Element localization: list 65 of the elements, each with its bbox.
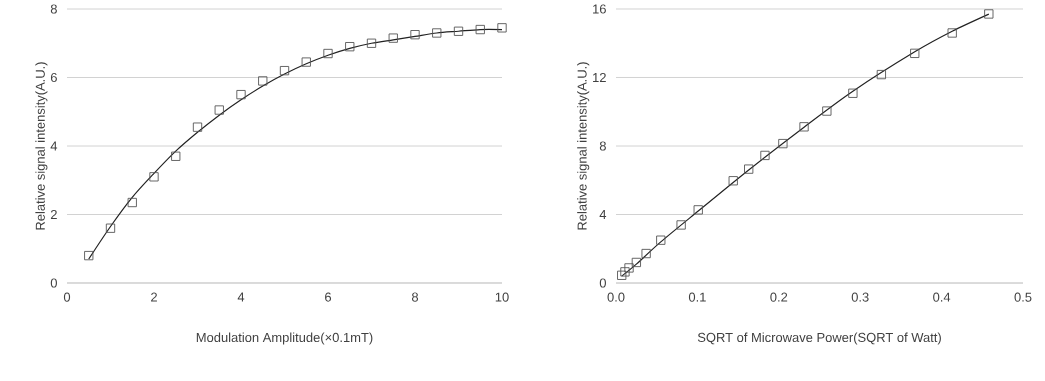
x-tick-label: 0.5 <box>1014 292 1032 302</box>
x-tick-label: 0.0 <box>607 292 625 302</box>
point <box>366 38 377 48</box>
point <box>744 164 754 174</box>
x-tick-label: 8 <box>411 292 419 302</box>
x-axis-title: SQRT of Microwave Power(SQRT of Watt) <box>697 332 941 345</box>
x-tick-label: 0 <box>63 292 71 302</box>
point <box>848 88 858 98</box>
y-axis-title: Relative signal intensity(A.U.) <box>577 62 590 230</box>
line-series <box>621 13 990 277</box>
x-tick-label: 10 <box>495 292 509 302</box>
point <box>475 24 485 35</box>
y-tick-label: 8 <box>50 4 57 14</box>
y-axis-title: Relative signal intensity(A.U.) <box>35 62 48 230</box>
x-tick-label: 4 <box>237 292 245 302</box>
y-tick-label: 8 <box>599 141 606 151</box>
point <box>656 235 666 245</box>
point <box>279 66 290 76</box>
point <box>760 150 770 161</box>
point <box>984 9 994 19</box>
point <box>105 223 116 233</box>
y-tick-label: 0 <box>50 278 57 288</box>
y-tick-label: 6 <box>50 72 57 83</box>
point <box>214 105 224 115</box>
x-tick-label: 0.4 <box>933 292 951 302</box>
point <box>631 257 641 268</box>
point <box>258 76 268 86</box>
point <box>778 138 788 149</box>
point <box>453 26 464 36</box>
line-series <box>88 28 503 260</box>
x-tick-label: 0.1 <box>688 292 706 302</box>
point <box>323 48 333 59</box>
point <box>876 69 887 80</box>
point <box>192 122 203 132</box>
y-tick-label: 4 <box>599 210 607 219</box>
x-tick-label: 6 <box>325 292 332 302</box>
point <box>693 205 703 215</box>
x-tick-label: 0.2 <box>770 292 788 302</box>
point <box>171 151 181 161</box>
y-tick-label: 12 <box>593 72 606 83</box>
point <box>624 263 634 273</box>
y-tick-label: 0 <box>599 278 606 288</box>
x-tick-label: 2 <box>151 292 157 302</box>
point <box>728 176 738 186</box>
point <box>676 220 686 230</box>
y-tick-label: 4 <box>50 141 58 151</box>
point <box>301 57 311 67</box>
point <box>84 250 94 261</box>
y-tick-label: 16 <box>593 4 606 14</box>
y-tick-label: 2 <box>50 209 57 220</box>
point <box>236 89 246 100</box>
point <box>497 23 507 33</box>
point <box>149 172 159 182</box>
point <box>910 48 920 58</box>
x-tick-label: 0.3 <box>851 292 869 302</box>
point <box>127 197 137 208</box>
point <box>641 248 651 259</box>
point <box>345 42 355 52</box>
point <box>947 28 957 38</box>
point <box>822 106 832 116</box>
x-axis-title: Modulation Amplitude(×0.1mT) <box>196 332 373 345</box>
point <box>410 30 420 40</box>
point <box>799 122 809 132</box>
point <box>388 33 398 43</box>
point <box>432 28 442 38</box>
